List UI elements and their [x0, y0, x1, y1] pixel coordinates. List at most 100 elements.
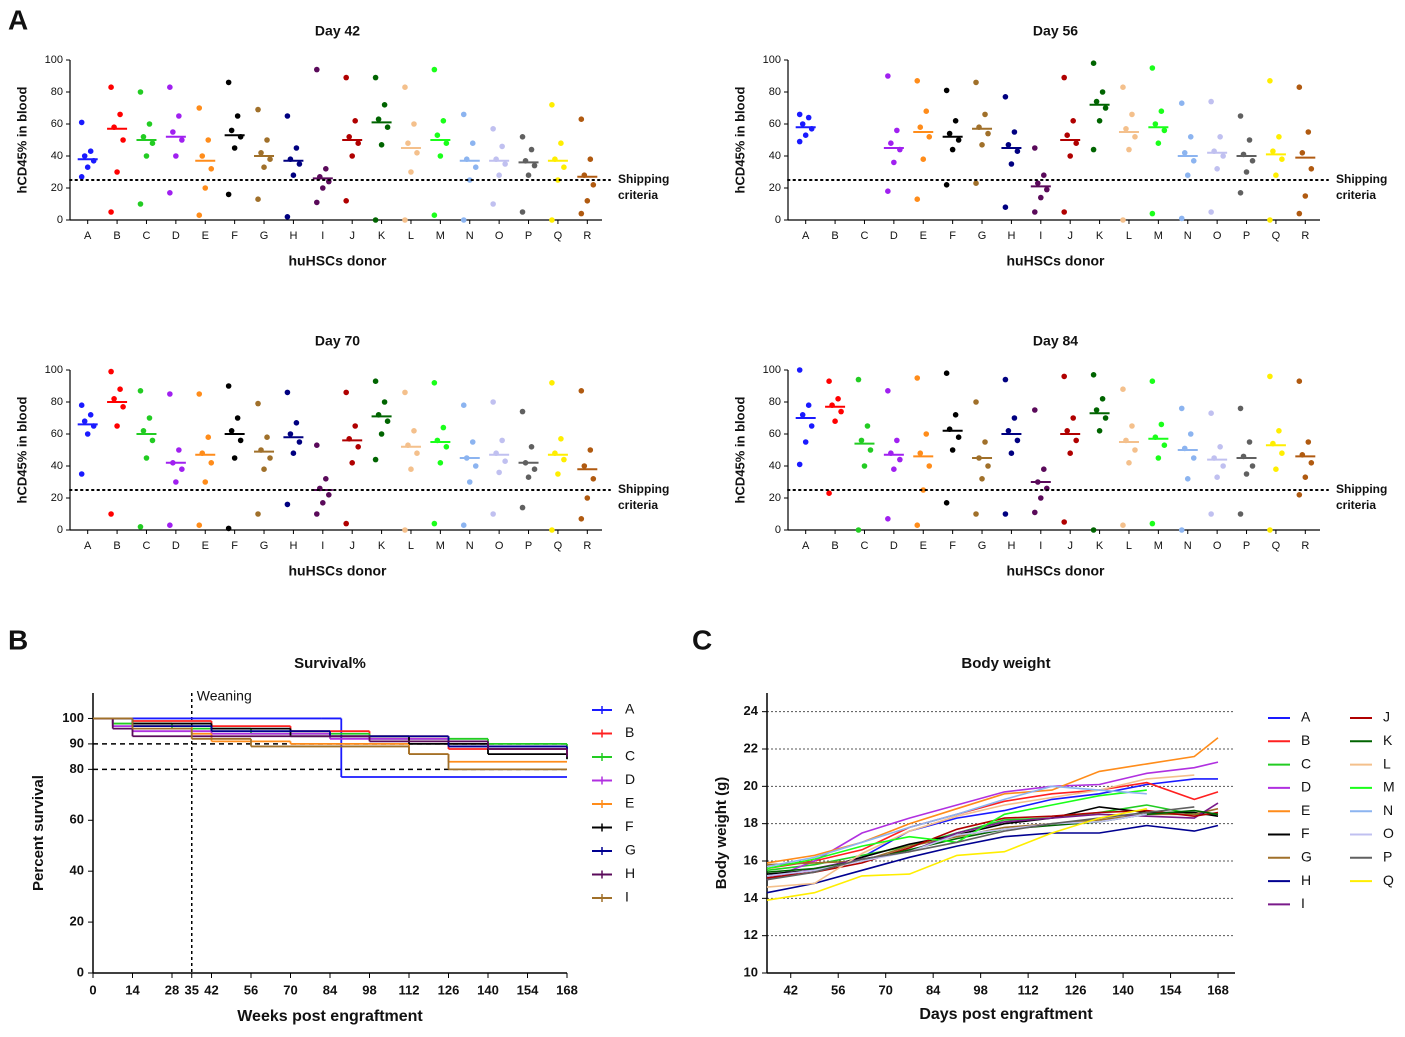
data-point: [179, 466, 185, 473]
data-point: [1126, 146, 1132, 153]
y-tick-label: 10: [744, 964, 758, 979]
data-point: [1061, 373, 1067, 380]
data-point: [234, 113, 241, 119]
data-point: [590, 476, 597, 482]
data-point: [81, 418, 88, 425]
data-point: [290, 172, 297, 178]
data-point: [1296, 84, 1303, 90]
data-point: [943, 370, 950, 377]
data-point: [431, 380, 438, 386]
data-point: [796, 111, 803, 118]
x-tick-label: 126: [1065, 982, 1087, 997]
data-point: [167, 522, 173, 528]
data-point: [499, 437, 505, 444]
data-point: [225, 525, 232, 532]
threshold-label: Shipping: [1336, 172, 1387, 186]
data-point: [528, 444, 535, 450]
data-point: [549, 380, 555, 386]
data-point: [1237, 113, 1244, 119]
x-tick-label: H: [289, 540, 297, 552]
data-point: [469, 439, 476, 445]
data-point: [437, 153, 444, 159]
data-point: [949, 146, 956, 153]
x-tick-label: 154: [517, 982, 539, 997]
data-point: [196, 105, 203, 111]
legend-label: K: [1383, 732, 1393, 748]
data-point: [402, 527, 408, 533]
data-point: [1093, 98, 1100, 105]
data-point: [1102, 415, 1109, 421]
x-tick-label: 0: [89, 982, 96, 997]
data-point: [1267, 373, 1273, 380]
data-point: [1032, 145, 1038, 151]
data-point: [558, 140, 564, 146]
y-tick-label: 14: [744, 890, 759, 905]
data-point: [258, 150, 264, 156]
data-point: [1214, 166, 1220, 172]
x-tick-label: H: [1007, 540, 1015, 552]
data-point: [205, 434, 212, 441]
data-point: [1246, 137, 1253, 143]
data-point: [490, 399, 496, 405]
data-point: [973, 399, 979, 405]
data-point: [1014, 437, 1021, 444]
data-point: [1096, 428, 1103, 434]
data-point: [1243, 471, 1250, 477]
data-point: [920, 156, 927, 162]
x-tick-label: E: [202, 230, 209, 242]
data-point: [1296, 492, 1303, 498]
y-axis-label: hCD45% in blood: [732, 396, 747, 503]
data-point: [1032, 407, 1038, 413]
data-point: [584, 198, 591, 204]
data-point: [943, 87, 950, 94]
data-point: [1249, 463, 1256, 469]
y-tick-label: 40: [51, 150, 63, 162]
data-point: [140, 134, 147, 140]
data-point: [87, 148, 94, 154]
data-point: [578, 210, 585, 217]
x-tick-label: L: [1126, 230, 1132, 242]
data-point: [561, 164, 567, 170]
data-point: [796, 138, 803, 145]
data-point: [943, 500, 950, 506]
data-point: [434, 132, 441, 138]
data-point: [402, 84, 408, 90]
data-point: [411, 428, 417, 434]
data-point: [1067, 450, 1073, 457]
x-tick-label: J: [1067, 540, 1073, 552]
data-point: [1002, 376, 1009, 383]
y-tick-label: 60: [769, 428, 781, 440]
data-point: [228, 428, 235, 434]
data-point: [1296, 210, 1303, 217]
data-point: [137, 89, 144, 95]
data-point: [496, 469, 502, 476]
data-point: [1270, 148, 1276, 154]
data-point: [549, 217, 555, 223]
data-point: [120, 137, 126, 143]
x-tick-label: Q: [1272, 230, 1281, 242]
legend-label: E: [1301, 802, 1310, 818]
data-point: [1120, 522, 1126, 528]
data-point: [1267, 527, 1273, 533]
y-tick-label: 0: [775, 214, 781, 226]
data-point: [1070, 415, 1076, 421]
data-point: [466, 479, 473, 485]
x-tick-label: L: [408, 230, 414, 242]
y-tick-label: 100: [62, 710, 84, 725]
data-point: [208, 166, 215, 172]
data-point: [1190, 158, 1197, 164]
data-point: [1161, 127, 1168, 134]
x-tick-label: 56: [831, 982, 845, 997]
data-point: [867, 447, 874, 453]
data-point: [231, 145, 238, 151]
data-point: [1064, 428, 1070, 434]
legend-label: A: [625, 701, 635, 717]
data-point: [490, 511, 496, 517]
data-point: [1208, 98, 1214, 105]
data-point: [84, 164, 91, 170]
x-tick-label: K: [378, 230, 386, 242]
data-point: [885, 73, 891, 79]
y-tick-label: 0: [775, 524, 781, 536]
x-tick-label: F: [949, 230, 956, 242]
x-tick-label: 140: [477, 982, 499, 997]
